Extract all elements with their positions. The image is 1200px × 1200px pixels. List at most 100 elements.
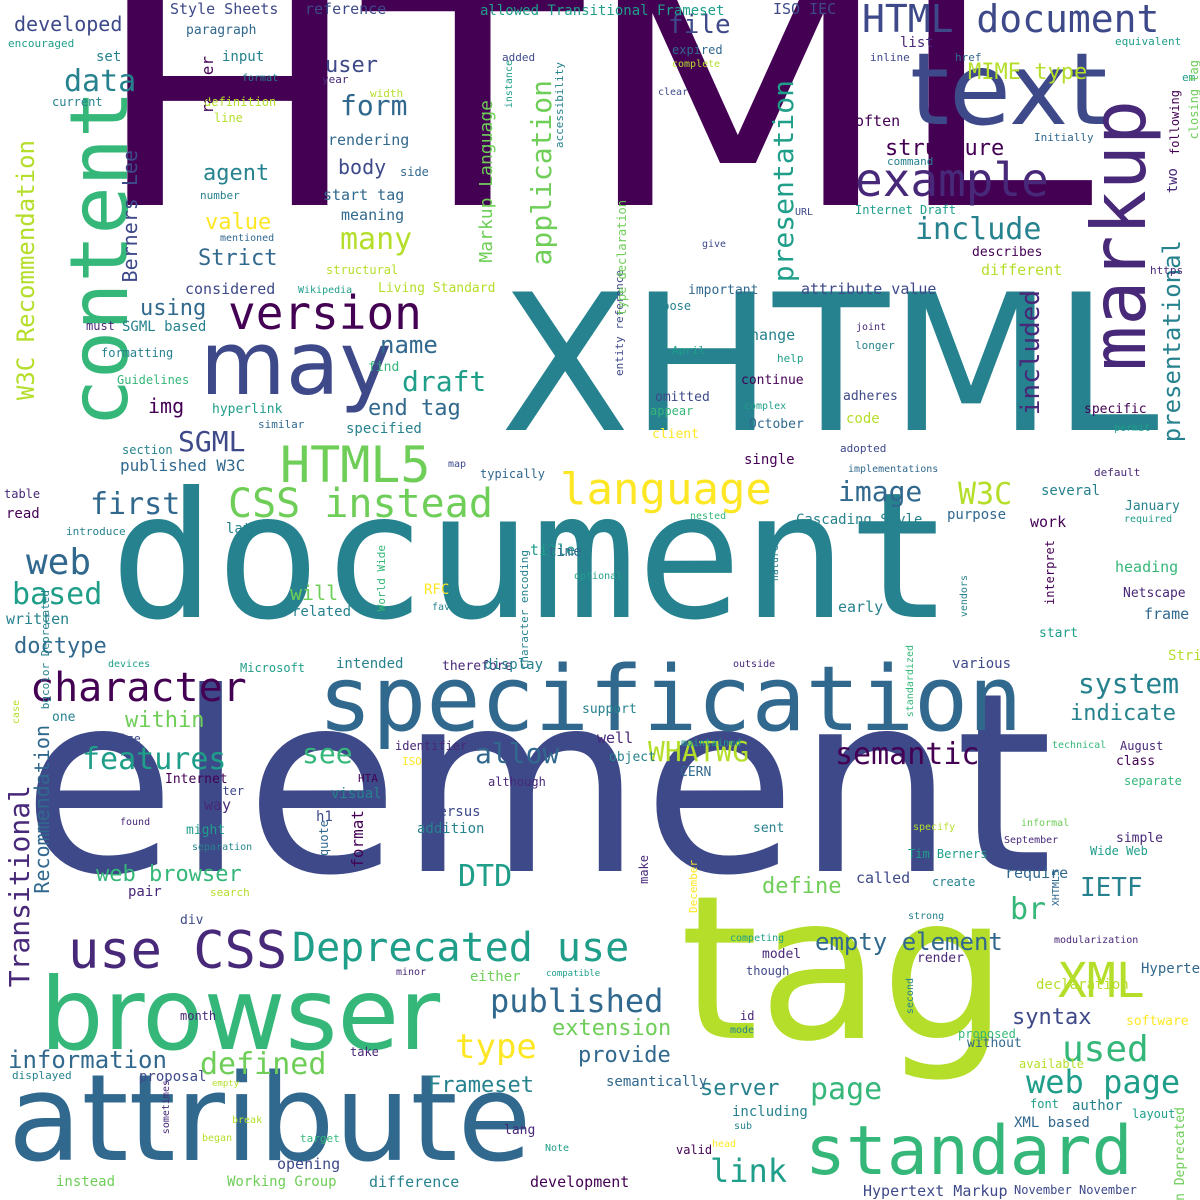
word-sub: sub [734,1121,753,1132]
word-omitted: omitted [655,390,710,405]
word-well: well [597,729,634,747]
word-define: define [762,874,842,899]
word-describes: describes [972,245,1043,260]
word-tim-berners: Tim Berners [908,847,988,861]
word-written: written [6,610,70,628]
word-system: system [1078,667,1180,700]
word-semantically: semantically [606,1074,708,1090]
word-number: number [200,189,240,202]
word-break: break [232,1115,263,1126]
word-equivalent: equivalent [1115,35,1182,48]
word-simple: simple [1116,831,1163,846]
word-w3c-recommendation: W3C Recommendation [12,140,40,401]
word-https: https [1150,264,1184,277]
word-valid: valid [676,1143,713,1157]
word-second: second [905,978,916,1015]
word-version: version [228,286,422,340]
word-end-tag: end tag [368,396,461,421]
word-element: element [22,639,1053,930]
word-make: make [637,855,651,884]
word-markup-language: Markup Language [476,100,497,263]
word-input: input [222,49,265,65]
word-include: include [915,212,1042,247]
word-font: font [1030,1097,1059,1111]
word-recommendation: Recommendation [30,725,54,894]
word-time: time [548,544,582,560]
word-available: available [1019,1057,1085,1071]
word-considered: considered [185,280,276,298]
word-december: December [687,860,700,913]
word-early: early [838,598,884,616]
word-allow: allow [475,737,560,770]
word-information: information [8,1046,167,1074]
word-set: set [96,49,122,65]
word-formatting: formatting [101,346,174,360]
word-give: give [702,239,727,250]
word-without: without [967,1036,1022,1051]
word-empty-element: empty element [815,928,1003,956]
word-head: head [712,1139,737,1150]
word-august: August [1120,739,1164,753]
word-code: code [846,411,880,427]
word-frameset: Frameset [428,1073,534,1098]
word-value: value [205,210,272,235]
word-image: image [838,475,923,508]
word-netscape: Netscape [1123,586,1186,601]
word-versus: versus [430,804,481,820]
word-default: default [1094,466,1141,479]
word-features: features [82,742,227,777]
word-ietf: IETF [1080,873,1143,903]
word-might: might [186,823,226,838]
word-require: require [1005,864,1069,882]
word-intended: intended [336,656,404,672]
word-note: Note [545,1143,570,1154]
word-berners-lee: Berners Lee [118,150,142,283]
word-september: September [1004,835,1059,846]
word-world-wide: World Wide [375,545,388,612]
word-css-instead: CSS instead [228,481,493,527]
word-page: page [810,1072,883,1107]
word-software: software [1126,1014,1189,1029]
word-joint: joint [856,322,887,333]
word-although: although [488,775,546,789]
word-attribute: attribute [8,1050,532,1189]
word-character: character [30,665,247,711]
word-body: body [338,155,387,179]
word-format: format [242,73,279,84]
word-structure: structure [885,136,1005,161]
word-change: change [741,326,796,344]
word-xhtml: XHTML [500,254,1159,475]
word-different: different [981,261,1063,279]
word-specific: specific [1084,402,1147,417]
word-type: type [455,1027,537,1067]
word-purpose: purpose [947,507,1007,523]
word-loose: loose [655,299,692,313]
word-see: see [302,737,353,770]
word-style-sheets: Style Sheets [170,0,279,18]
word-object: object [609,750,656,765]
word-devices: devices [108,659,151,670]
word-developed: developed [14,12,123,36]
word-target: target [300,1132,340,1145]
word-quote: quote [317,820,331,857]
word-vendors: vendors [959,575,970,618]
word-often: often [855,112,901,130]
word-many: many [340,222,413,257]
word-various: various [952,656,1012,672]
word-div: div [180,913,204,928]
word-class: class [1116,754,1156,769]
word-addition: addition [417,821,485,837]
word-clear: clear [658,87,689,98]
word-xhtml5: XHTML5 [1051,870,1062,907]
word-modularization: modularization [1054,935,1139,946]
word-added: added [502,51,536,64]
word-definition: definition [204,95,277,109]
word-informal: informal [1021,818,1070,829]
word-either: either [470,969,521,985]
word-document: document [110,456,953,659]
word-current: current [52,95,103,109]
word-read: read [6,506,40,522]
word-october: October [749,417,804,432]
word-server: server [700,1076,780,1101]
